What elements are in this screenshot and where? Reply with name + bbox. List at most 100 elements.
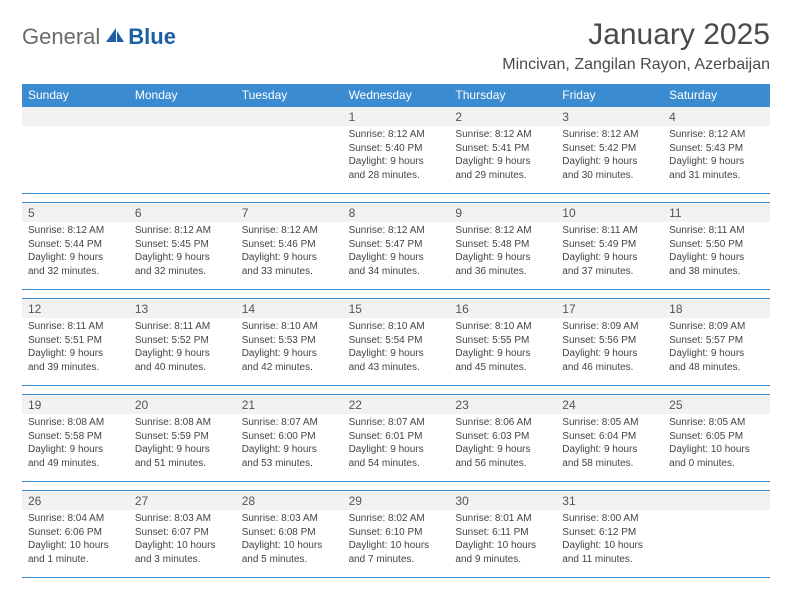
day-cell: 9Sunrise: 8:12 AMSunset: 5:48 PMDaylight… bbox=[449, 203, 556, 289]
daylight-line-2: and 43 minutes. bbox=[349, 361, 444, 375]
daylight-line-2: and 33 minutes. bbox=[242, 265, 337, 279]
sunrise-line: Sunrise: 8:12 AM bbox=[349, 224, 444, 238]
dow-cell: Friday bbox=[556, 84, 663, 106]
daylight-line-1: Daylight: 10 hours bbox=[455, 539, 550, 553]
sunrise-line: Sunrise: 8:10 AM bbox=[349, 320, 444, 334]
daylight-line-1: Daylight: 9 hours bbox=[135, 251, 230, 265]
day-number-empty bbox=[22, 107, 129, 126]
sunset-line: Sunset: 6:01 PM bbox=[349, 430, 444, 444]
sunrise-line: Sunrise: 8:00 AM bbox=[562, 512, 657, 526]
day-cell: 16Sunrise: 8:10 AMSunset: 5:55 PMDayligh… bbox=[449, 299, 556, 385]
day-cell: 6Sunrise: 8:12 AMSunset: 5:45 PMDaylight… bbox=[129, 203, 236, 289]
dow-row: SundayMondayTuesdayWednesdayThursdayFrid… bbox=[22, 84, 770, 106]
sunrise-line: Sunrise: 8:12 AM bbox=[455, 128, 550, 142]
day-number: 19 bbox=[22, 395, 129, 414]
sunrise-line: Sunrise: 8:11 AM bbox=[135, 320, 230, 334]
day-number: 5 bbox=[22, 203, 129, 222]
daylight-line-1: Daylight: 10 hours bbox=[349, 539, 444, 553]
day-cell: 15 Sunrise: 8:10 AMSunset: 5:54 PMDayligh… bbox=[343, 299, 450, 385]
sunrise-line: Sunrise: 8:04 AM bbox=[28, 512, 123, 526]
sunset-line: Sunset: 5:54 PM bbox=[349, 334, 444, 348]
daylight-line-1: Daylight: 9 hours bbox=[669, 347, 764, 361]
day-cell: 13Sunrise: 8:11 AMSunset: 5:52 PMDayligh… bbox=[129, 299, 236, 385]
day-cell: 12Sunrise: 8:11 AMSunset: 5:51 PMDayligh… bbox=[22, 299, 129, 385]
day-number: 8 bbox=[343, 203, 450, 222]
logo: General Blue bbox=[22, 24, 176, 50]
sunrise-line: Sunrise: 8:12 AM bbox=[669, 128, 764, 142]
daylight-line-1: Daylight: 9 hours bbox=[562, 251, 657, 265]
sunset-line: Sunset: 5:44 PM bbox=[28, 238, 123, 252]
day-cell: 10Sunrise: 8:11 AMSunset: 5:49 PMDayligh… bbox=[556, 203, 663, 289]
day-number: 15 bbox=[343, 299, 450, 318]
daylight-line-2: and 29 minutes. bbox=[455, 169, 550, 183]
day-number: 31 bbox=[556, 491, 663, 510]
day-cell: 19Sunrise: 8:08 AMSunset: 5:58 PMDayligh… bbox=[22, 395, 129, 481]
logo-word1: General bbox=[22, 24, 100, 50]
sunrise-line: Sunrise: 8:10 AM bbox=[455, 320, 550, 334]
daylight-line-1: Daylight: 9 hours bbox=[349, 347, 444, 361]
daylight-line-2: and 42 minutes. bbox=[242, 361, 337, 375]
sunset-line: Sunset: 5:43 PM bbox=[669, 142, 764, 156]
daylight-line-1: Daylight: 9 hours bbox=[455, 251, 550, 265]
day-cell bbox=[236, 107, 343, 193]
sunrise-line: Sunrise: 8:05 AM bbox=[669, 416, 764, 430]
day-cell: 18Sunrise: 8:09 AMSunset: 5:57 PMDayligh… bbox=[663, 299, 770, 385]
day-number: 20 bbox=[129, 395, 236, 414]
header: General Blue January 2025 Mincivan, Zang… bbox=[22, 18, 770, 74]
daylight-line-2: and 51 minutes. bbox=[135, 457, 230, 471]
daylight-line-1: Daylight: 9 hours bbox=[135, 443, 230, 457]
sunset-line: Sunset: 6:10 PM bbox=[349, 526, 444, 540]
sunset-line: Sunset: 6:12 PM bbox=[562, 526, 657, 540]
day-cell bbox=[129, 107, 236, 193]
dow-cell: Wednesday bbox=[343, 84, 450, 106]
daylight-line-2: and 1 minute. bbox=[28, 553, 123, 567]
sunrise-line: Sunrise: 8:05 AM bbox=[562, 416, 657, 430]
sunrise-line: Sunrise: 8:03 AM bbox=[135, 512, 230, 526]
day-number: 30 bbox=[449, 491, 556, 510]
day-number: 27 bbox=[129, 491, 236, 510]
daylight-line-1: Daylight: 10 hours bbox=[669, 443, 764, 457]
daylight-line-2: and 37 minutes. bbox=[562, 265, 657, 279]
daylight-line-1: Daylight: 9 hours bbox=[455, 347, 550, 361]
sunset-line: Sunset: 5:41 PM bbox=[455, 142, 550, 156]
sunrise-line: Sunrise: 8:08 AM bbox=[28, 416, 123, 430]
dow-cell: Monday bbox=[129, 84, 236, 106]
daylight-line-2: and 11 minutes. bbox=[562, 553, 657, 567]
week-row: 26Sunrise: 8:04 AMSunset: 6:06 PMDayligh… bbox=[22, 490, 770, 578]
sunrise-line: Sunrise: 8:07 AM bbox=[242, 416, 337, 430]
week-row: 19Sunrise: 8:08 AMSunset: 5:58 PMDayligh… bbox=[22, 394, 770, 482]
sunset-line: Sunset: 5:56 PM bbox=[562, 334, 657, 348]
daylight-line-2: and 32 minutes. bbox=[135, 265, 230, 279]
sail-icon bbox=[104, 26, 126, 49]
sunset-line: Sunset: 5:40 PM bbox=[349, 142, 444, 156]
sunrise-line: Sunrise: 8:12 AM bbox=[349, 128, 444, 142]
daylight-line-2: and 46 minutes. bbox=[562, 361, 657, 375]
day-cell: 21Sunrise: 8:07 AMSunset: 6:00 PMDayligh… bbox=[236, 395, 343, 481]
sunrise-line: Sunrise: 8:12 AM bbox=[242, 224, 337, 238]
day-number: 24 bbox=[556, 395, 663, 414]
day-cell: 4Sunrise: 8:12 AMSunset: 5:43 PMDaylight… bbox=[663, 107, 770, 193]
day-number: 25 bbox=[663, 395, 770, 414]
sunrise-line: Sunrise: 8:11 AM bbox=[28, 320, 123, 334]
daylight-line-1: Daylight: 9 hours bbox=[242, 347, 337, 361]
calendar-page: General Blue January 2025 Mincivan, Zang… bbox=[0, 0, 792, 588]
day-cell: 30Sunrise: 8:01 AMSunset: 6:11 PMDayligh… bbox=[449, 491, 556, 577]
sunrise-line: Sunrise: 8:09 AM bbox=[562, 320, 657, 334]
sunset-line: Sunset: 5:50 PM bbox=[669, 238, 764, 252]
daylight-line-2: and 40 minutes. bbox=[135, 361, 230, 375]
daylight-line-2: and 49 minutes. bbox=[28, 457, 123, 471]
daylight-line-1: Daylight: 9 hours bbox=[669, 251, 764, 265]
sunset-line: Sunset: 5:53 PM bbox=[242, 334, 337, 348]
day-cell: 5Sunrise: 8:12 AMSunset: 5:44 PMDaylight… bbox=[22, 203, 129, 289]
day-number: 12 bbox=[22, 299, 129, 318]
sunset-line: Sunset: 6:05 PM bbox=[669, 430, 764, 444]
day-cell: 11Sunrise: 8:11 AMSunset: 5:50 PMDayligh… bbox=[663, 203, 770, 289]
daylight-line-1: Daylight: 9 hours bbox=[455, 155, 550, 169]
day-number: 3 bbox=[556, 107, 663, 126]
sunset-line: Sunset: 5:42 PM bbox=[562, 142, 657, 156]
sunrise-line: Sunrise: 8:06 AM bbox=[455, 416, 550, 430]
day-cell: 26Sunrise: 8:04 AMSunset: 6:06 PMDayligh… bbox=[22, 491, 129, 577]
sunset-line: Sunset: 6:07 PM bbox=[135, 526, 230, 540]
day-number: 7 bbox=[236, 203, 343, 222]
day-number: 23 bbox=[449, 395, 556, 414]
